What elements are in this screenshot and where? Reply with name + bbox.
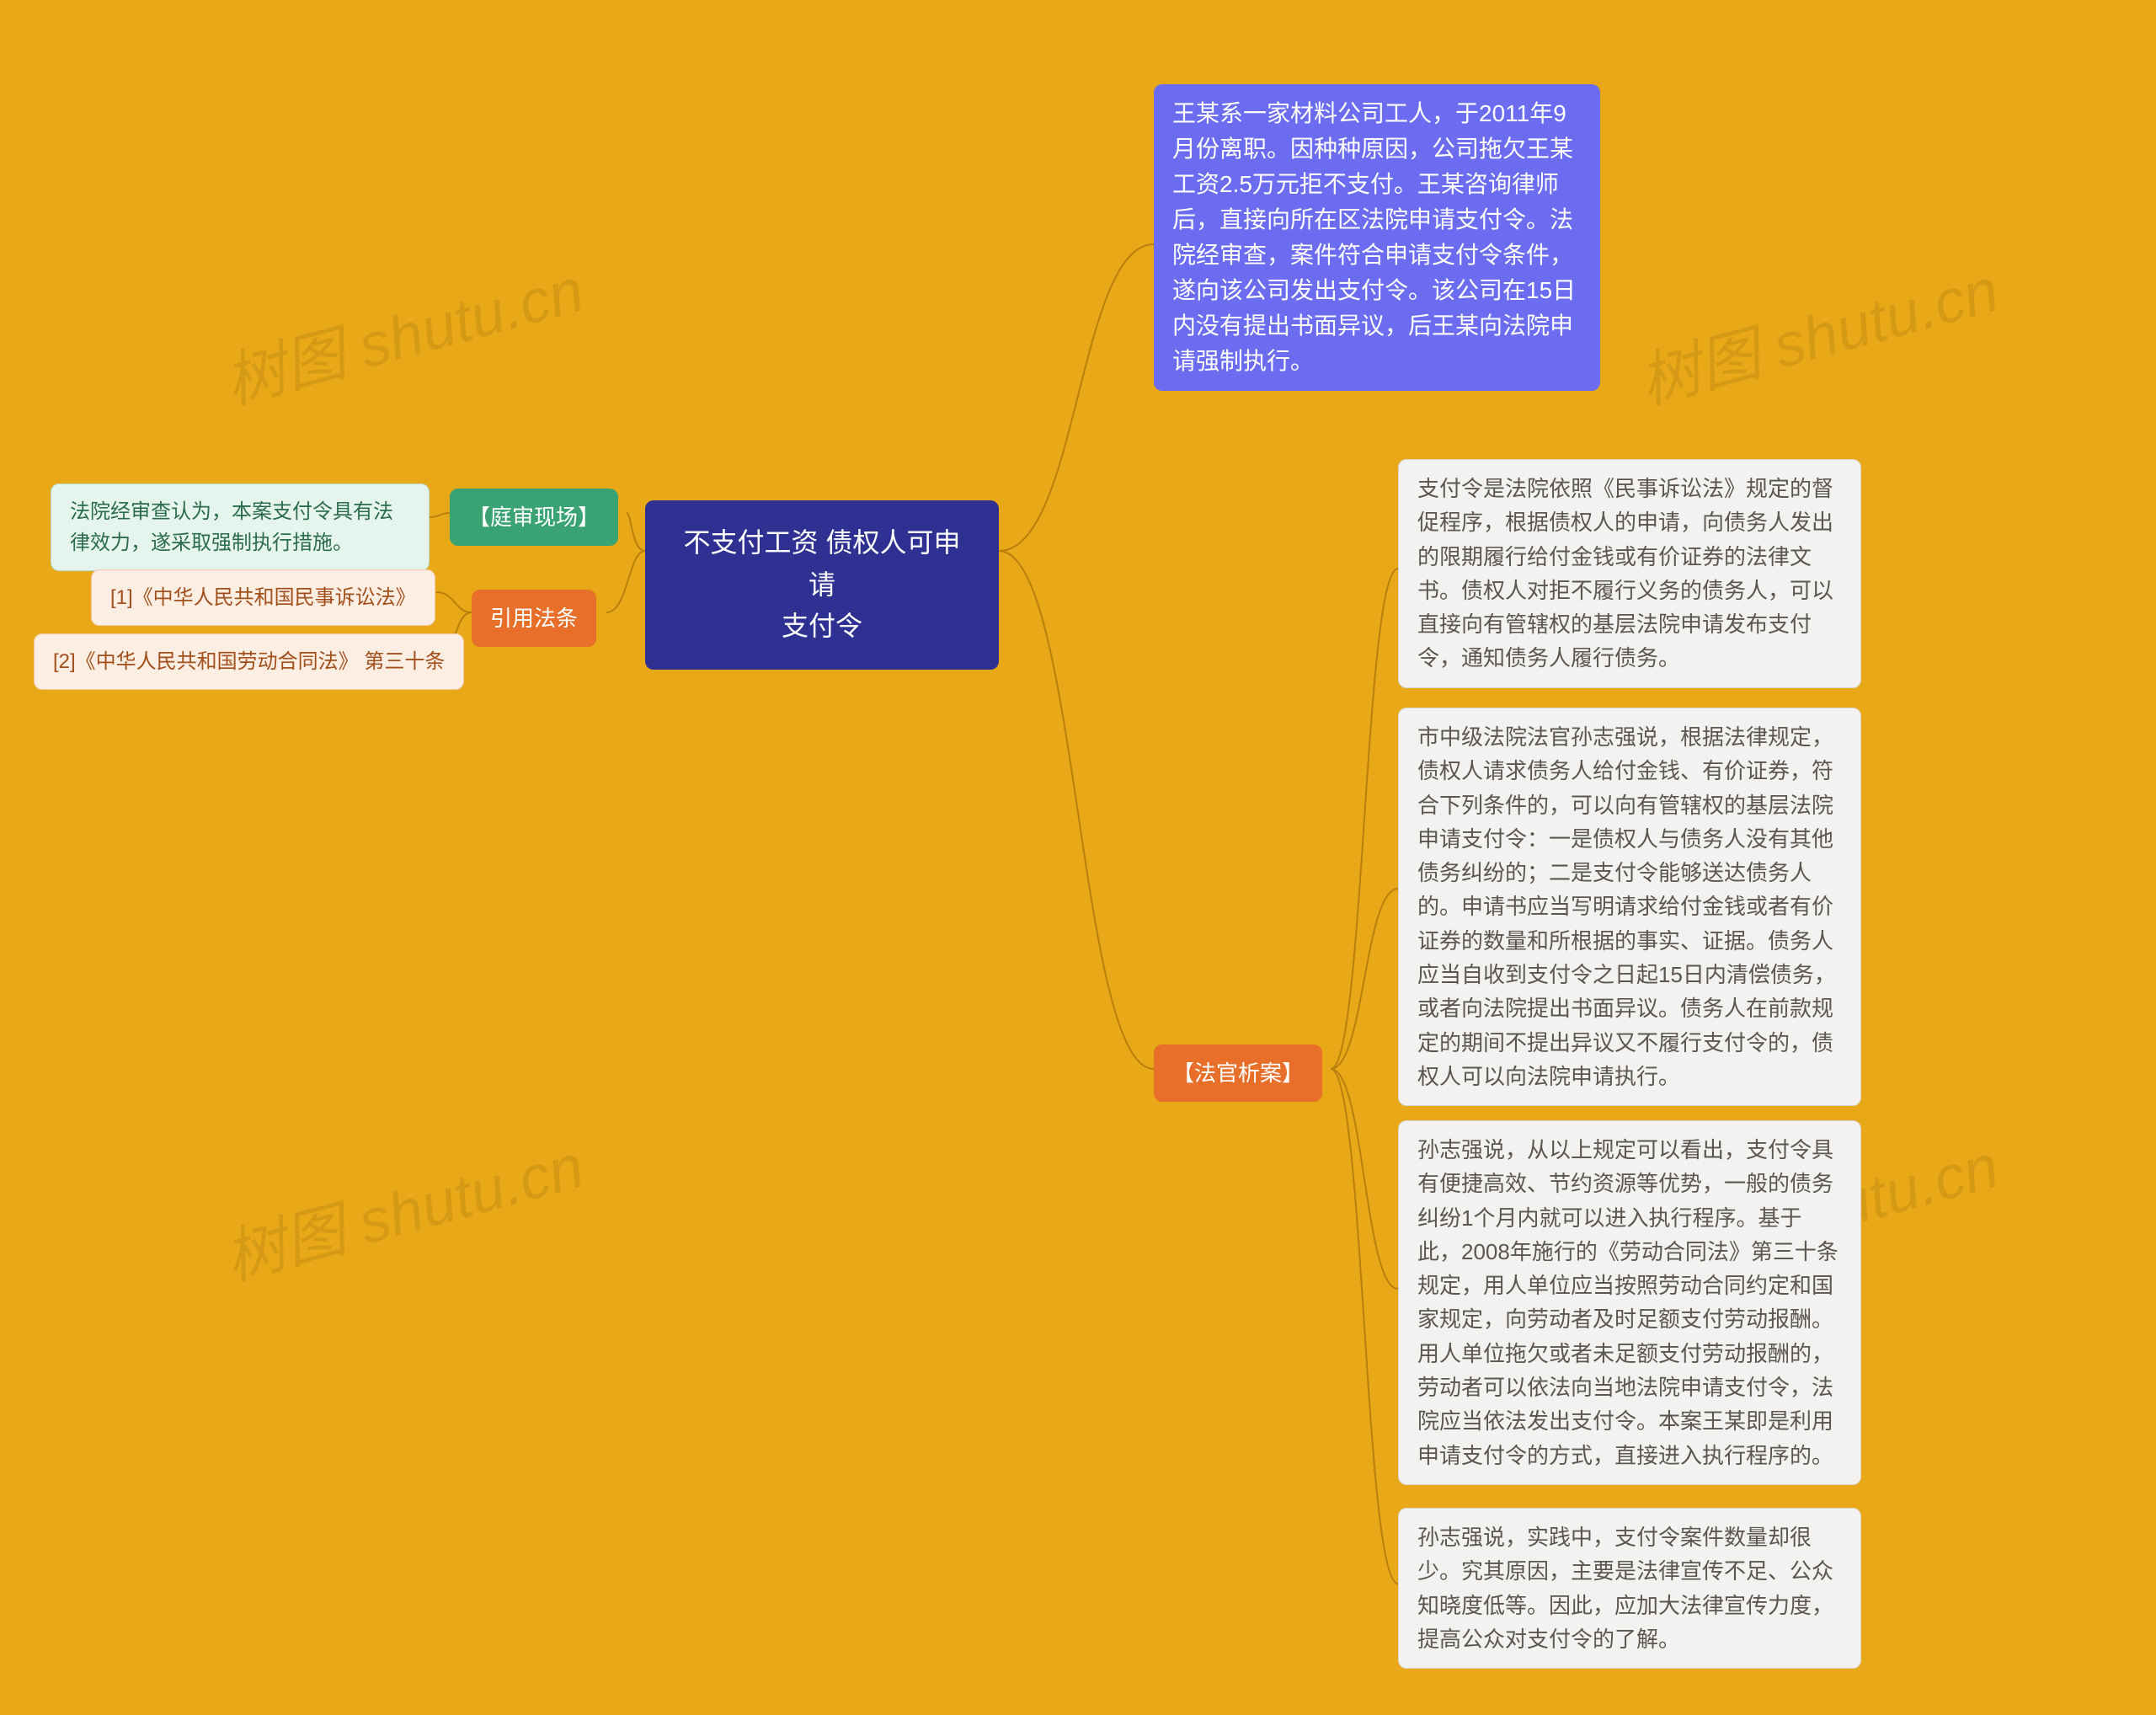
judge-leaf-text: 支付令是法院依照《民事诉讼法》规定的督促程序，根据债权人的申请，向债务人发出的限…	[1417, 476, 1833, 671]
root-line2: 支付令	[672, 606, 972, 648]
law-leaf-1[interactable]: [1]《中华人民共和国民事诉讼法》	[91, 569, 435, 626]
root-line1: 不支付工资 债权人可申请	[672, 522, 972, 606]
judge-analysis-label: 【法官析案】	[1172, 1061, 1304, 1086]
root-node[interactable]: 不支付工资 债权人可申请 支付令	[645, 500, 999, 670]
case-description-text: 王某系一家材料公司工人，于2011年9月份离职。因种种原因，公司拖欠王某工资2.…	[1172, 100, 1576, 374]
law-leaf-text: [1]《中华人民共和国民事诉讼法》	[110, 586, 416, 609]
mindmap-canvas: 树图 shutu.cn 树图 shutu.cn 树图 shutu.cn 树图 s…	[0, 0, 2156, 1715]
law-leaf-text: [2]《中华人民共和国劳动合同法》 第三十条	[53, 650, 445, 673]
court-leaf-text: 法院经审查认为，本案支付令具有法律效力，遂采取强制执行措施。	[70, 500, 393, 554]
cited-law-label: 引用法条	[490, 606, 578, 631]
judge-leaf-3[interactable]: 孙志强说，从以上规定可以看出，支付令具有便捷高效、节约资源等优势，一般的债务纠纷…	[1398, 1120, 1861, 1485]
judge-leaf-text: 孙志强说，从以上规定可以看出，支付令具有便捷高效、节约资源等优势，一般的债务纠纷…	[1417, 1137, 1838, 1468]
judge-leaf-1[interactable]: 支付令是法院依照《民事诉讼法》规定的督促程序，根据债权人的申请，向债务人发出的限…	[1398, 459, 1861, 688]
case-description-node[interactable]: 王某系一家材料公司工人，于2011年9月份离职。因种种原因，公司拖欠王某工资2.…	[1154, 84, 1600, 391]
court-leaf-1[interactable]: 法院经审查认为，本案支付令具有法律效力，遂采取强制执行措施。	[51, 484, 430, 571]
watermark: 树图 shutu.cn	[214, 240, 592, 420]
judge-leaf-2[interactable]: 市中级法院法官孙志强说，根据法律规定，债权人请求债务人给付金钱、有价证券，符合下…	[1398, 708, 1861, 1106]
judge-leaf-text: 市中级法院法官孙志强说，根据法律规定，债权人请求债务人给付金钱、有价证券，符合下…	[1417, 724, 1836, 1089]
court-scene-branch[interactable]: 【庭审现场】	[450, 489, 618, 546]
law-leaf-2[interactable]: [2]《中华人民共和国劳动合同法》 第三十条	[34, 633, 464, 690]
judge-analysis-branch[interactable]: 【法官析案】	[1154, 1044, 1322, 1102]
court-scene-label: 【庭审现场】	[468, 505, 600, 530]
watermark: 树图 shutu.cn	[214, 1116, 592, 1296]
watermark: 树图 shutu.cn	[1629, 240, 2007, 420]
judge-leaf-4[interactable]: 孙志强说，实践中，支付令案件数量却很少。究其原因，主要是法律宣传不足、公众知晓度…	[1398, 1508, 1861, 1669]
judge-leaf-text: 孙志强说，实践中，支付令案件数量却很少。究其原因，主要是法律宣传不足、公众知晓度…	[1417, 1525, 1833, 1652]
cited-law-branch[interactable]: 引用法条	[472, 590, 596, 647]
